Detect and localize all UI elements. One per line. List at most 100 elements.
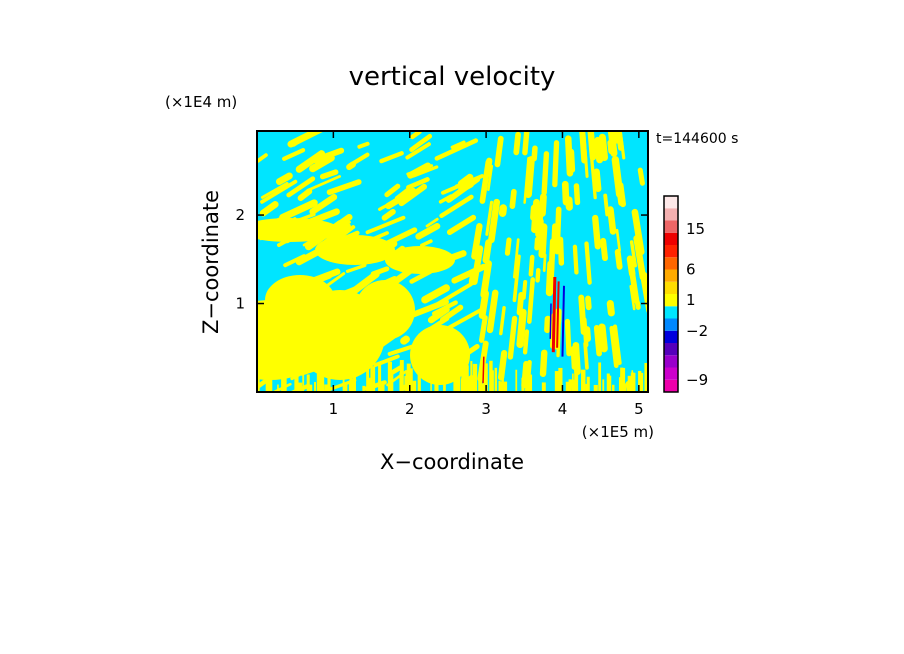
field-stripe [291, 212, 316, 224]
field-noise [515, 369, 518, 392]
y-axis-unit: (×1E4 m) [165, 93, 237, 111]
colorbar-swatch [664, 232, 678, 245]
field-stripe [327, 354, 367, 377]
field-noise [624, 383, 627, 392]
colorbar-swatch [664, 245, 678, 258]
field-stripe [606, 131, 618, 157]
field-noise [638, 370, 642, 392]
field-stripe [406, 177, 430, 190]
field-noise [585, 383, 589, 392]
field-stripe [564, 318, 572, 357]
field-stripe [487, 164, 494, 191]
field-stripe [410, 131, 422, 140]
field-noise [602, 379, 605, 392]
colorbar-swatch [664, 343, 678, 356]
field-noise [462, 364, 466, 392]
field-stripe [609, 325, 619, 368]
field-stripe [637, 167, 645, 186]
field-stripe [312, 272, 346, 297]
field-stripe [522, 131, 531, 156]
field-stripe [472, 266, 480, 285]
field-noise [362, 385, 366, 392]
chart-title: vertical velocity [349, 62, 556, 92]
field-stripe [284, 219, 317, 244]
x-tick-label: 3 [481, 400, 491, 418]
field-noise [320, 371, 325, 392]
field-stripe [641, 279, 648, 316]
field-stripe [535, 218, 544, 250]
field-noise [298, 382, 303, 392]
strong-velocity-streak [549, 303, 552, 339]
field-stripe [585, 295, 592, 311]
field-stripe [480, 260, 492, 299]
field-stripe [592, 214, 601, 250]
field-noise [483, 363, 488, 392]
field-stripe [507, 315, 518, 360]
x-tick-label: 2 [405, 400, 415, 418]
field-noise [572, 373, 574, 392]
field-noise [367, 377, 371, 392]
field-stripe [512, 254, 521, 303]
colorbar-swatch [664, 220, 678, 233]
field-noise [593, 384, 598, 392]
field-stripe [371, 231, 389, 241]
field-stripe [384, 240, 398, 252]
field-noise [565, 381, 570, 392]
field-stripe [259, 201, 279, 217]
field-stripe [330, 220, 351, 230]
field-noise [443, 383, 446, 392]
field-stripe [593, 324, 602, 357]
field-stripe [509, 188, 517, 209]
field-stripe [368, 321, 385, 331]
field-stripe [424, 247, 438, 259]
field-stripe [438, 194, 453, 204]
field-stripe [516, 308, 527, 349]
field-noise [327, 370, 331, 392]
x-axis-label: X−coordinate [380, 450, 524, 474]
strong-velocity-streak [556, 281, 560, 348]
field-stripe [311, 147, 345, 164]
field-stripe [572, 341, 581, 376]
field-stripe [544, 315, 552, 334]
field-stripe [573, 183, 581, 206]
field-noise [501, 363, 504, 392]
field-stripe [309, 154, 335, 173]
field-noise [344, 384, 348, 392]
colorbar-tick-label: 15 [686, 220, 705, 238]
field-noise [316, 366, 322, 392]
field-stripe [582, 133, 589, 178]
field-stripe [365, 312, 377, 322]
colorbar-tick-label: 6 [686, 261, 696, 279]
field-stripe [606, 299, 615, 317]
field-stripe [313, 313, 343, 328]
field-noise [489, 360, 493, 392]
field-stripe [257, 153, 268, 163]
field-stripe [458, 181, 474, 193]
field-noise [430, 377, 432, 392]
field-noise [294, 370, 299, 392]
field-noise [469, 375, 474, 392]
field-stripe [498, 204, 507, 217]
field-stripe [400, 335, 410, 345]
colorbar-swatch [664, 355, 678, 368]
strong-velocity-streak [561, 285, 565, 357]
field-stripe [521, 279, 528, 300]
colorbar-swatch [664, 367, 678, 380]
colorbar-swatch [664, 318, 678, 331]
field-noise [568, 379, 572, 392]
field-stripe [450, 140, 466, 149]
field-noise [466, 376, 470, 392]
field-stripe [405, 298, 449, 320]
strong-velocity-streak [482, 356, 485, 384]
field-noise [521, 377, 525, 392]
field-stripe [572, 244, 579, 275]
colorbar-swatch [664, 379, 678, 392]
field-blob [355, 280, 415, 340]
field-stripe [523, 157, 530, 204]
colorbar-swatch [664, 294, 678, 307]
field-stripe [603, 193, 610, 217]
field-stripe [600, 237, 608, 262]
field-noise [644, 362, 648, 392]
field-stripe [415, 222, 441, 240]
field-marks [257, 131, 648, 392]
